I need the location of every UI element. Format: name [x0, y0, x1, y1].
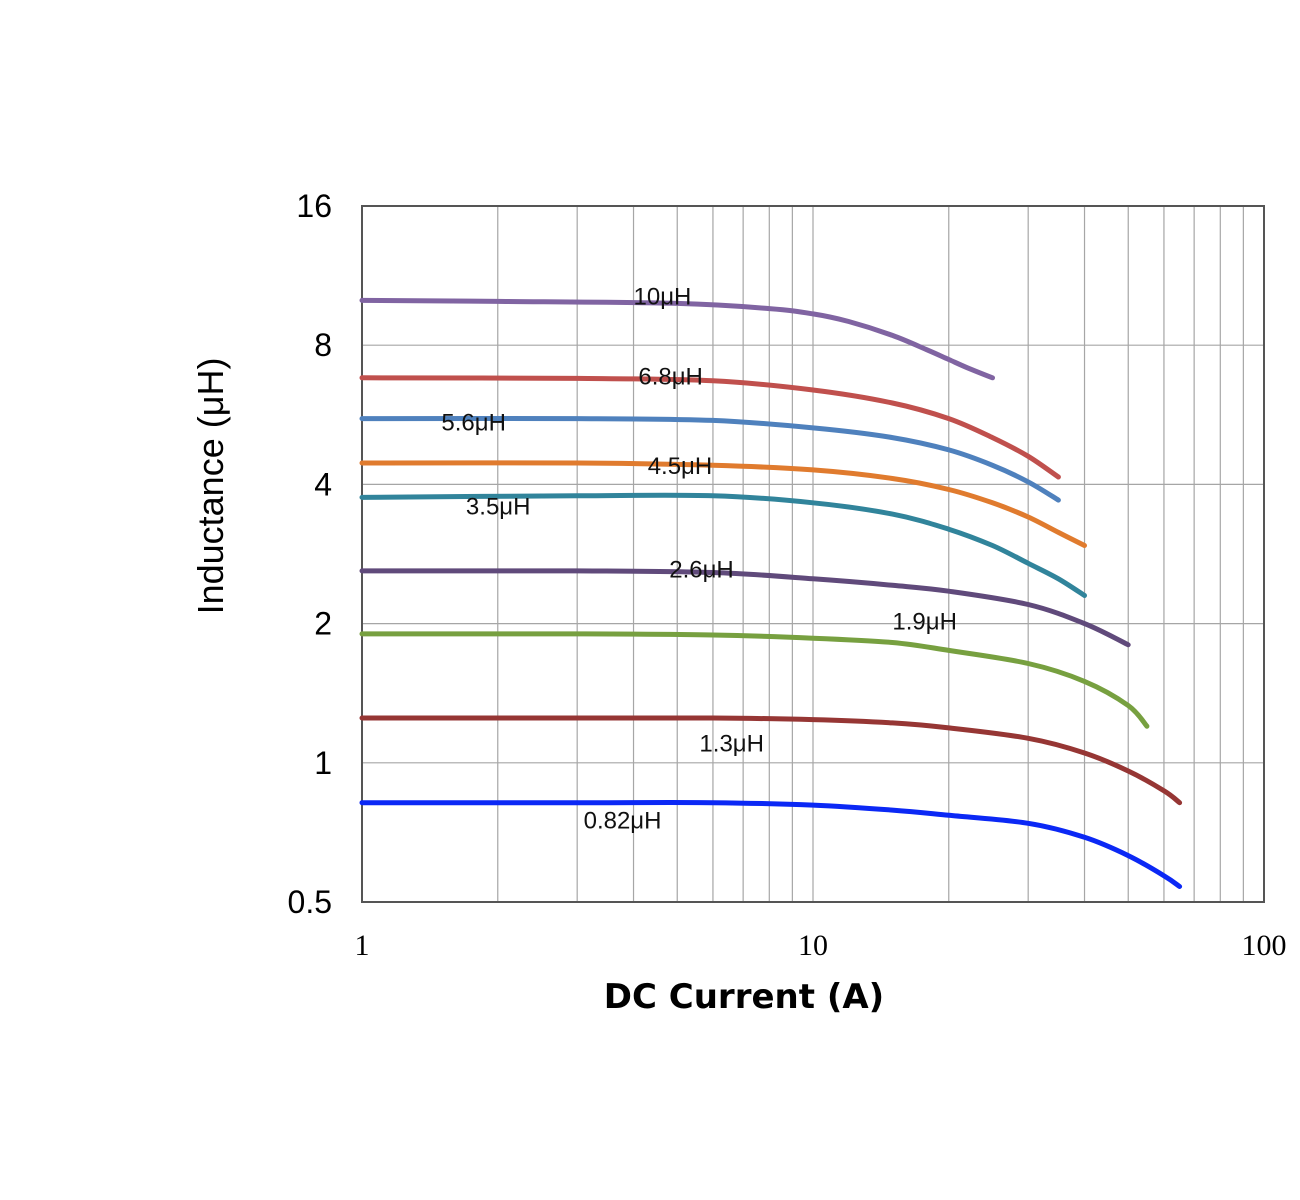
- y-tick-label-4: 8: [314, 327, 332, 363]
- series-label-7: 1.3μH: [699, 731, 764, 758]
- series-line-3: [359, 460, 1087, 548]
- series-labels: 10μH 6.8μH 5.6μH 4.5μH 3.5μH 2.6μH 1.9μH 1.3μH 0…: [441, 283, 957, 834]
- y-axis-title: Inductance (μH): [190, 358, 231, 615]
- series-line-1: [359, 375, 1061, 480]
- series-lines: [359, 297, 1183, 889]
- x-tick-label-0: 1: [355, 929, 370, 962]
- series-label-6: 1.9μH: [892, 609, 957, 636]
- series-line-8: [359, 799, 1183, 889]
- y-tick-label-2: 2: [314, 606, 332, 642]
- series-label-1: 6.8μH: [638, 363, 703, 390]
- x-tick-label-2: 100: [1242, 929, 1287, 962]
- y-tick-labels: 0.5 1 2 4 8 16: [288, 188, 332, 920]
- y-tick-label-3: 4: [314, 466, 332, 502]
- y-tick-label-0: 0.5: [288, 884, 332, 920]
- series-label-8: 0.82μH: [584, 808, 662, 835]
- series-line-5: [359, 568, 1131, 648]
- series-line-2: [359, 415, 1061, 503]
- series-label-3: 4.5μH: [648, 453, 713, 480]
- x-axis-title: DC Current (A): [604, 977, 884, 1017]
- series-label-5: 2.6μH: [669, 556, 734, 583]
- y-tick-label-1: 1: [314, 745, 332, 781]
- series-line-4: [359, 492, 1087, 598]
- x-tick-label-1: 10: [798, 929, 828, 962]
- series-label-0: 10μH: [634, 283, 692, 310]
- series-line-0: [359, 297, 995, 381]
- series-line-7: [359, 715, 1183, 806]
- series-label-2: 5.6μH: [441, 409, 506, 436]
- y-tick-label-5: 16: [296, 188, 332, 224]
- series-label-4: 3.5μH: [466, 494, 531, 521]
- grid: [362, 206, 1264, 902]
- x-tick-labels: 1 10 100: [355, 929, 1287, 962]
- series-line-6: [359, 631, 1150, 729]
- plot-frame: [361, 205, 1265, 903]
